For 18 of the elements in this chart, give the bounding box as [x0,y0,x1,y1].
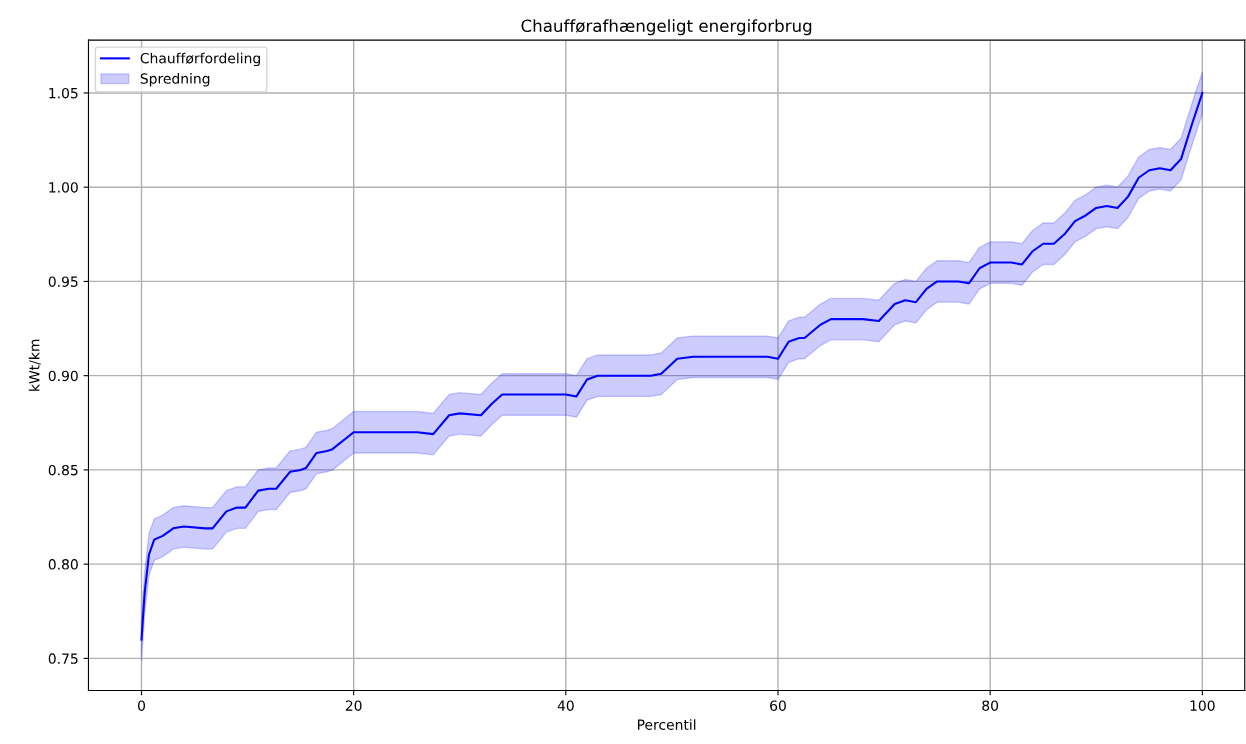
annotation: Spredning [140,73,210,87]
x-tick-label: 0 [138,700,145,711]
x-tick-label: 60 [770,700,786,711]
y-tick-label: 0.75 [48,653,78,664]
chart-title: Chaufførafhængeligt energiforbrug [521,19,812,36]
x-tick-label: 40 [557,700,574,711]
x-axis-title: Percentil [637,719,696,730]
y-tick-label: 0.95 [48,276,78,287]
y-tick-label: 0.90 [48,370,78,382]
y-tick-label: 1.05 [49,87,78,99]
y-tick-label: 1.00 [49,182,78,193]
x-tick-label: 80 [982,700,999,711]
y-axis-title: kWt/km [28,339,41,391]
x-tick-label: 100 [1190,700,1215,711]
y-tick-label: 0.80 [48,559,78,570]
legend-label: Chaufførfordeling [140,52,260,67]
x-tick-label: 20 [345,700,362,711]
y-tick-label: 0.85 [48,464,78,476]
